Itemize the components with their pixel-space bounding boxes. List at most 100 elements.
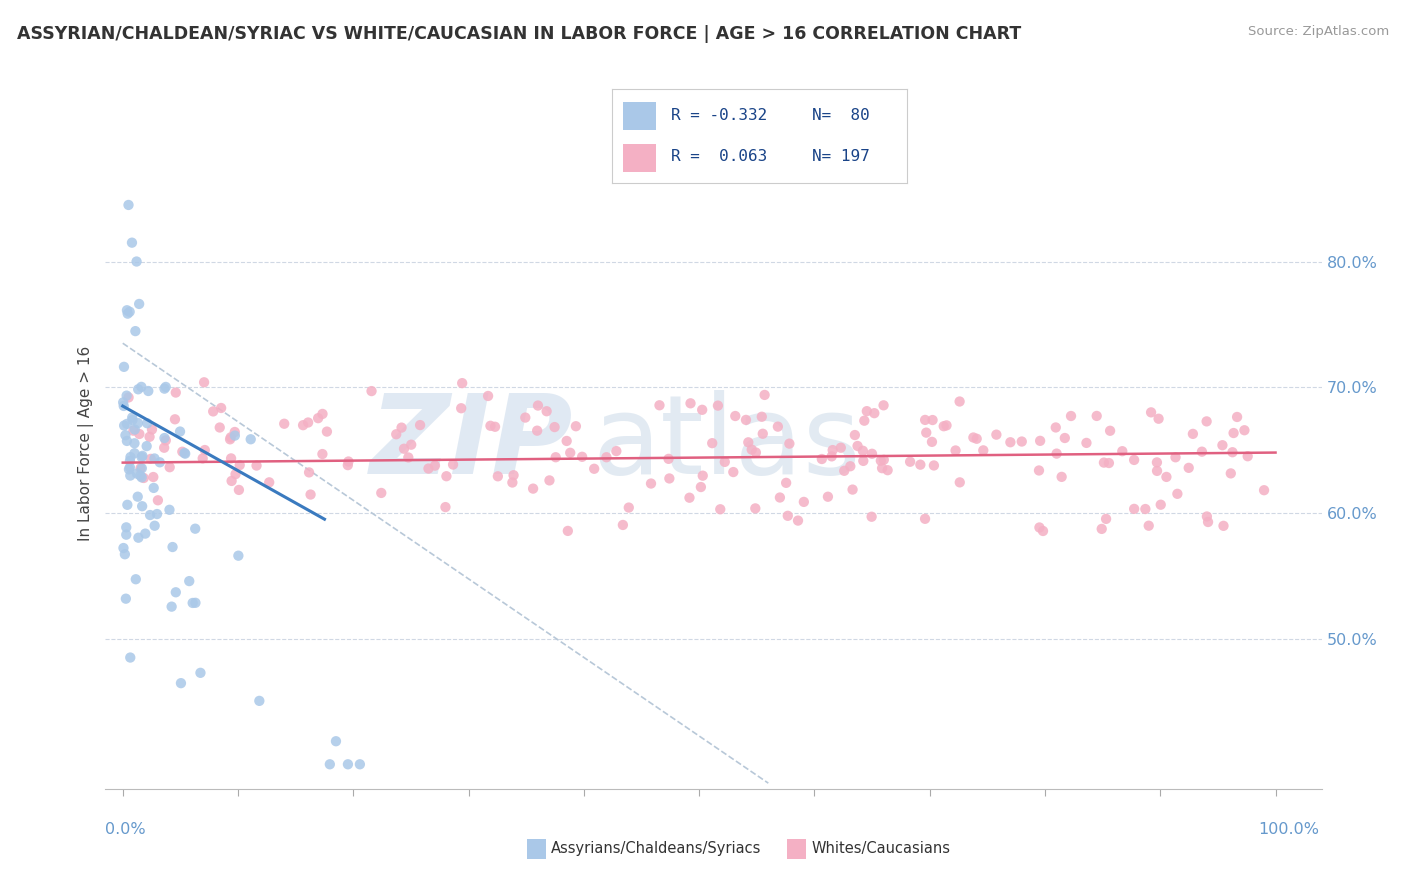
Point	[115, 389, 138, 403]
Point	[605, 444, 627, 458]
Point	[120, 468, 142, 483]
Point	[1177, 460, 1199, 475]
Point	[418, 461, 440, 475]
Point	[121, 235, 143, 250]
Point	[852, 454, 875, 468]
Point	[115, 303, 138, 318]
Point	[1226, 409, 1249, 424]
Point	[370, 486, 392, 500]
Point	[860, 509, 883, 524]
Point	[752, 426, 775, 441]
FancyBboxPatch shape	[623, 103, 655, 130]
Point	[560, 446, 582, 460]
Point	[208, 420, 231, 434]
Point	[1195, 414, 1218, 428]
Point	[112, 359, 135, 374]
Point	[922, 458, 945, 473]
Point	[125, 572, 148, 586]
Point	[935, 418, 957, 433]
Point	[477, 389, 499, 403]
Point	[1233, 423, 1256, 437]
Point	[921, 434, 943, 449]
Point	[744, 501, 766, 516]
Point	[709, 502, 731, 516]
Point	[128, 427, 150, 442]
Point	[181, 596, 204, 610]
Point	[1146, 455, 1168, 469]
Point	[486, 469, 509, 483]
Point	[396, 450, 419, 465]
Point	[852, 443, 875, 458]
Point	[297, 416, 319, 430]
Point	[120, 450, 142, 464]
Point	[155, 380, 177, 394]
Point	[299, 487, 322, 501]
Point	[179, 574, 201, 588]
Point	[571, 450, 593, 464]
Point	[143, 518, 166, 533]
Point	[118, 462, 141, 476]
Point	[434, 500, 457, 514]
Point	[224, 428, 246, 442]
Point	[689, 480, 711, 494]
Point	[1060, 409, 1083, 423]
Point	[856, 404, 879, 418]
Text: atlas: atlas	[592, 391, 860, 497]
Point	[228, 549, 250, 563]
Point	[821, 450, 844, 464]
Point	[583, 462, 606, 476]
Point	[921, 413, 943, 427]
Point	[131, 500, 153, 514]
Point	[162, 540, 184, 554]
Point	[741, 442, 763, 457]
Point	[132, 471, 155, 485]
Point	[336, 757, 359, 772]
Point	[544, 450, 567, 465]
Point	[1211, 438, 1233, 452]
Point	[1085, 409, 1108, 423]
Point	[112, 395, 135, 409]
Point	[839, 459, 862, 474]
Point	[159, 460, 181, 475]
Point	[910, 458, 932, 472]
Text: R =  0.063: R = 0.063	[671, 149, 766, 164]
Point	[131, 461, 153, 475]
Point	[658, 451, 681, 466]
Point	[124, 324, 146, 338]
Point	[557, 524, 579, 538]
Point	[821, 443, 844, 458]
Point	[193, 376, 215, 390]
Point	[873, 452, 896, 467]
Point	[915, 425, 938, 440]
Point	[769, 491, 792, 505]
Point	[536, 404, 558, 418]
Point	[690, 402, 713, 417]
Point	[184, 522, 207, 536]
Point	[522, 482, 544, 496]
Point	[565, 419, 588, 434]
Point	[136, 384, 159, 398]
Point	[307, 411, 329, 425]
Point	[1098, 456, 1121, 470]
Point	[141, 423, 163, 437]
Point	[399, 438, 422, 452]
Point	[117, 198, 139, 212]
Point	[1147, 411, 1170, 425]
Point	[247, 694, 270, 708]
Point	[787, 514, 810, 528]
Point	[966, 432, 988, 446]
Point	[114, 428, 136, 442]
Point	[121, 410, 143, 425]
Point	[543, 420, 565, 434]
Text: ZIP: ZIP	[370, 391, 574, 497]
Point	[1050, 470, 1073, 484]
Point	[450, 401, 472, 416]
Point	[135, 439, 157, 453]
Point	[172, 444, 194, 458]
Text: 0.0%: 0.0%	[105, 822, 146, 837]
Point	[163, 412, 186, 426]
Point	[778, 436, 800, 450]
Point	[298, 466, 321, 480]
Point	[349, 757, 371, 772]
Point	[134, 526, 156, 541]
